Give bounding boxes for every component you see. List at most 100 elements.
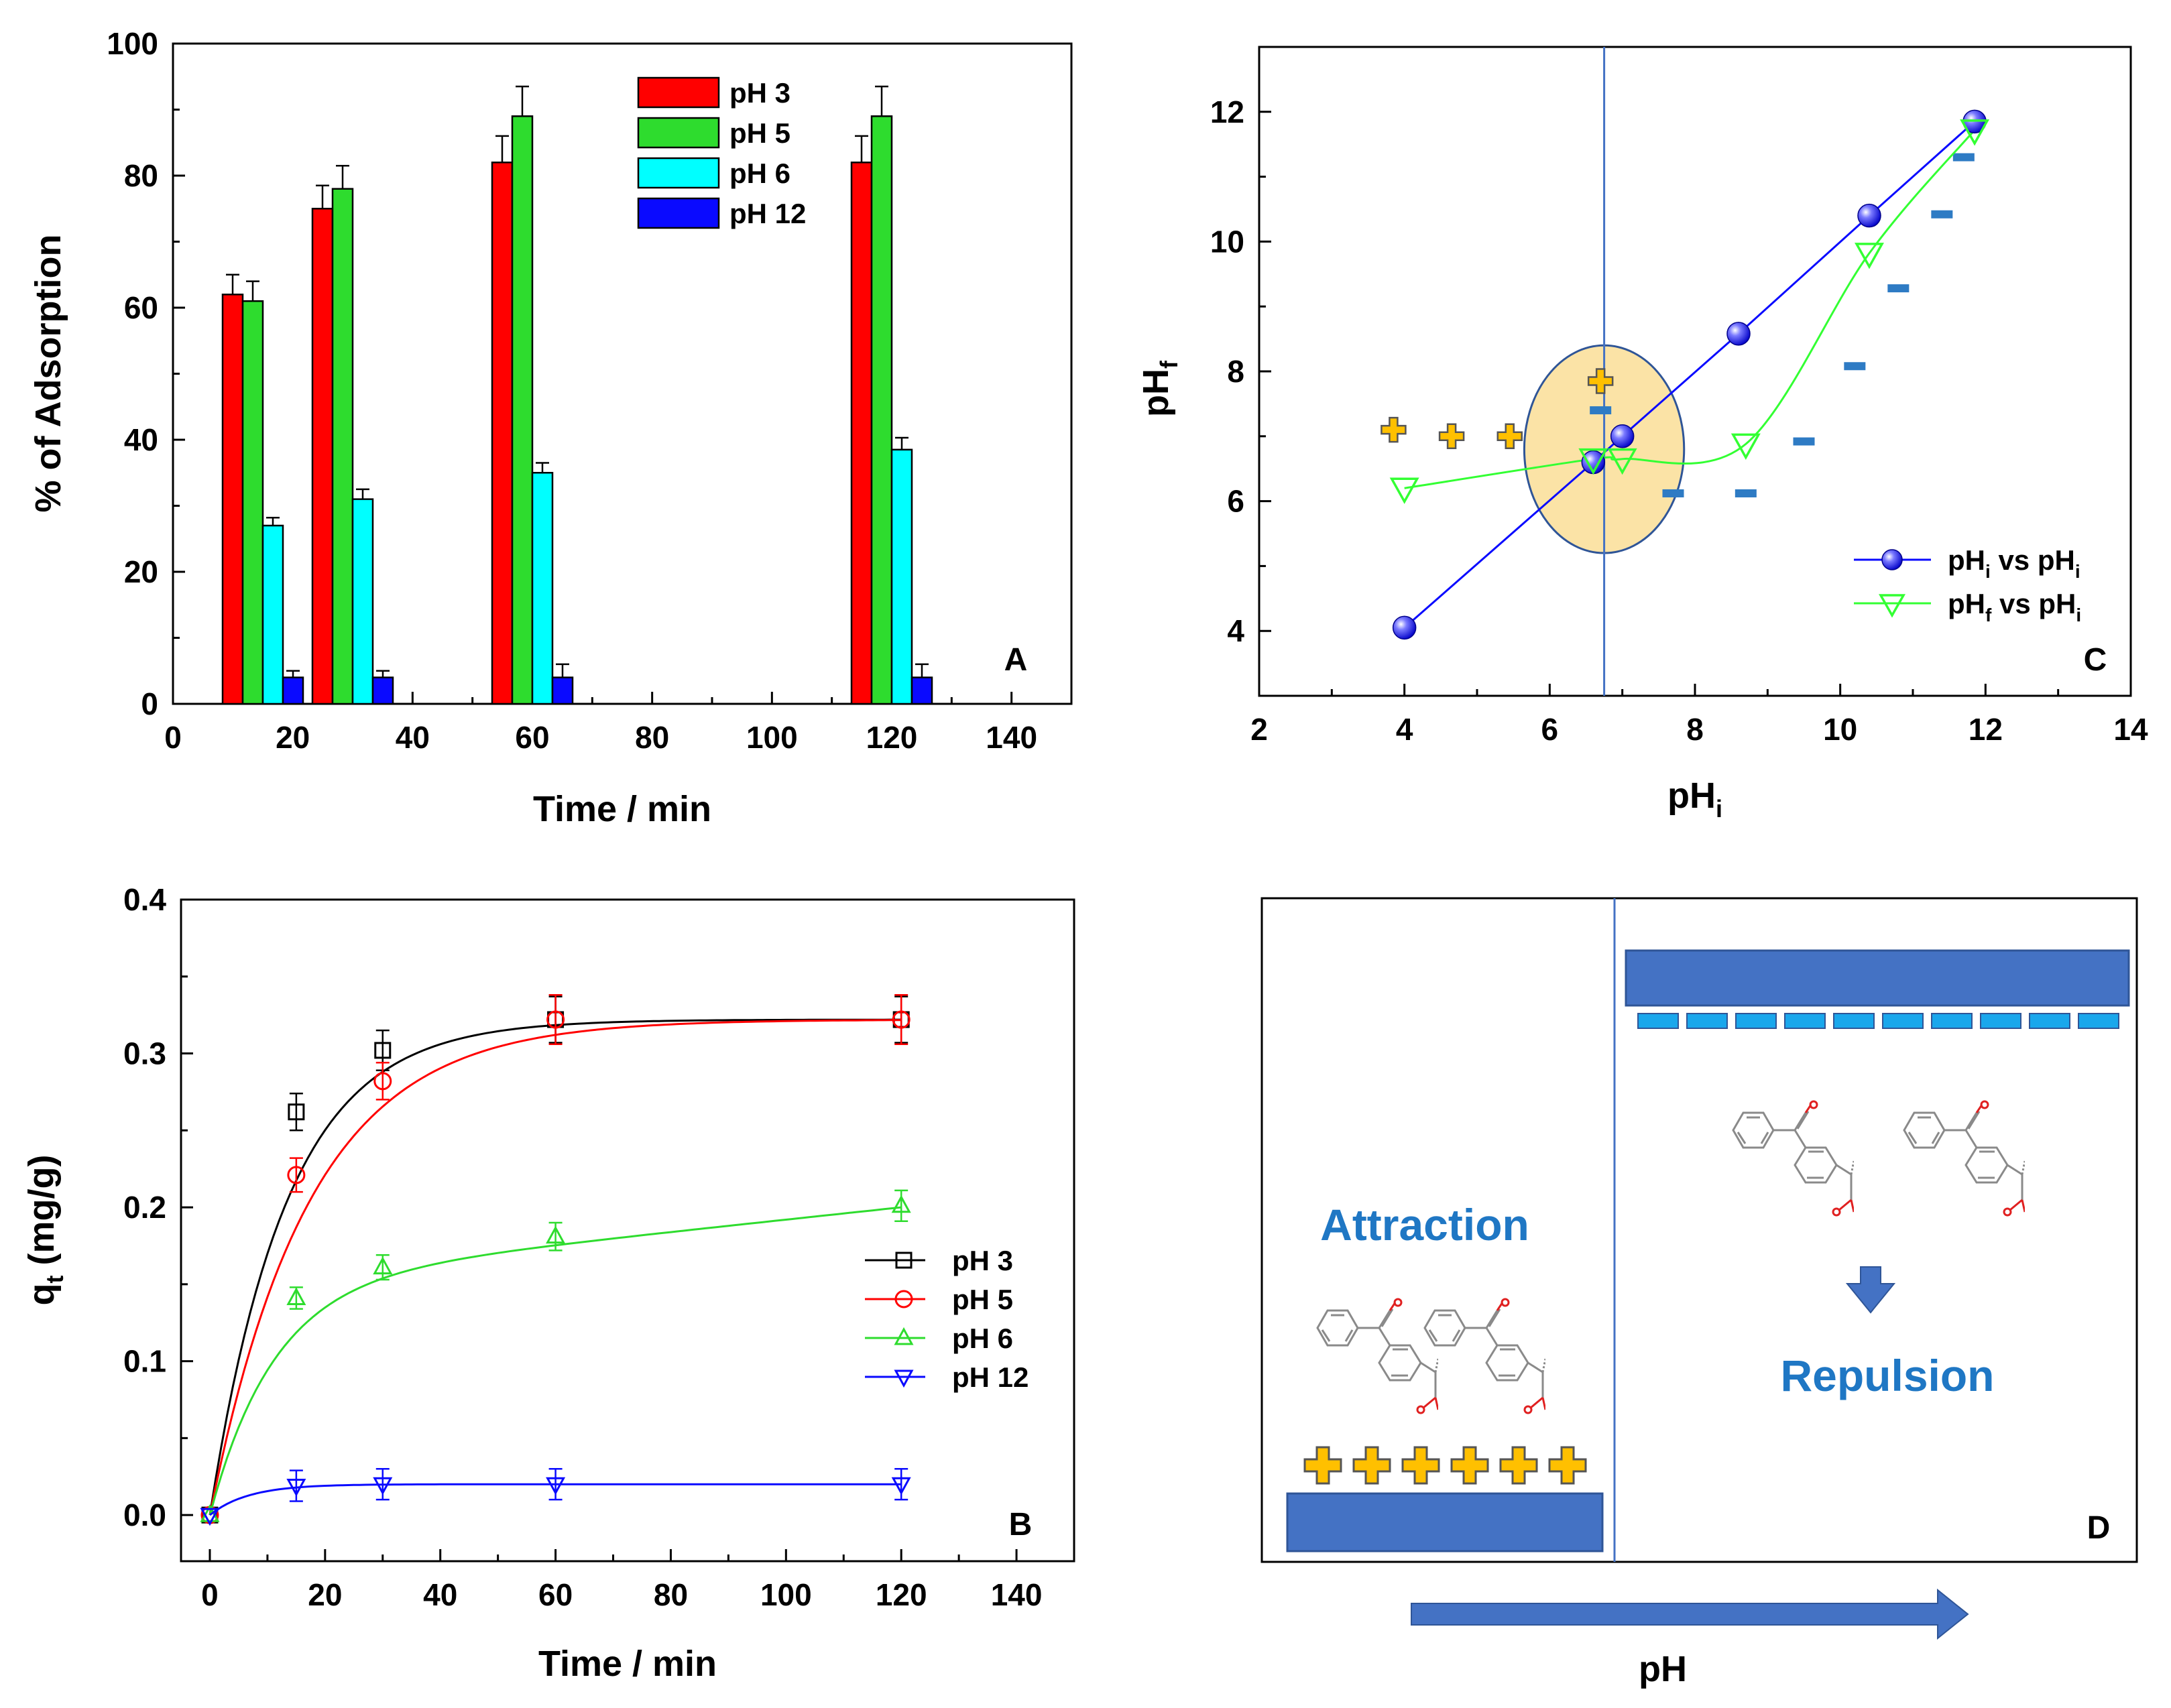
plus-icon [1587,368,1614,394]
panel-b-frame [180,898,1075,1563]
bar [890,448,913,705]
bar [491,162,514,705]
x-tick-label: 120 [866,720,918,755]
legend-marker [1878,594,1906,618]
minus-icon [1833,1013,1875,1029]
plus-icon [1401,1446,1440,1485]
y-tick-label: 6 [1227,484,1244,519]
panel-c-legend: pHi vs pHi pHf vs pHi [1854,544,2081,625]
y-tick-label: 100 [107,26,158,61]
fit-curve [209,1019,902,1516]
panel-a-ylabel: % of Adsorption [28,235,68,513]
bar [351,498,374,705]
legend-label: pH 6 [729,158,790,189]
plus-icon [1303,1446,1342,1485]
legend-swatch [637,197,720,229]
legend-marker [1881,549,1903,570]
plus-icon [1450,1446,1489,1485]
marker-triangle-down [1730,433,1761,461]
bar [331,188,354,705]
x-tick-label: 80 [654,1577,688,1612]
bar [850,162,873,705]
minus-icon [1735,1013,1777,1029]
x-tick-label: 40 [396,720,430,755]
legend-label: pH 3 [729,77,790,109]
panel-a-ticks: 0 20 40 60 80 100 120 140 0 20 40 60 80 100 [107,26,1037,755]
attraction-label: Attraction [1320,1200,1529,1249]
y-tick-label: 8 [1227,354,1244,389]
x-tick-label: 100 [760,1577,812,1612]
surface-negative [1625,949,2130,1007]
panel-d-label: D [2087,1510,2111,1546]
marker-sphere [1392,615,1417,640]
plus-icon [1438,423,1465,450]
panel-b-legend: pH 3 pH 5 pH 6 pH 12 [865,1245,1029,1393]
x-tick-label: 20 [308,1577,342,1612]
series-line [1403,121,1976,629]
y-tick-label: 12 [1210,95,1244,129]
marker-circle [373,1072,392,1091]
panel-c-xlabel: pHi [1667,776,1722,822]
bar [241,300,264,705]
marker-square [374,1042,392,1059]
surface-positive [1286,1492,1604,1552]
marker-triangle-down [1389,477,1419,504]
minus-icon [2029,1013,2070,1029]
negative-charges [1637,1013,2119,1029]
marker-triangle-up [894,1327,914,1345]
x-tick-label: 14 [2113,712,2148,747]
y-tick-label: 0.0 [123,1498,166,1532]
panel-c-charge-marks [1381,153,1975,497]
panel-d: Attraction Repulsion D pH [1260,897,2138,1689]
y-tick-label: 0.2 [123,1190,166,1225]
y-tick-label: 60 [124,290,158,325]
minus-icon [1887,284,1910,293]
x-tick-label: 120 [876,1577,927,1612]
x-tick-label: 80 [635,720,669,755]
marker-sphere [1726,322,1751,346]
marker-square [895,1252,913,1269]
marker-sphere [1857,203,1881,228]
bar [261,524,284,705]
bar [551,676,574,705]
y-tick-label: 40 [124,422,158,457]
minus-icon [1882,1013,1924,1029]
marker-triangle-down [1960,119,1990,146]
y-tick-label: 10 [1210,224,1244,259]
x-tick-label: 10 [1823,712,1857,747]
marker-triangle-down [894,1369,914,1388]
legend-label: pH 12 [729,198,806,229]
x-tick-label: 0 [201,1577,219,1612]
panel-b-ylabel: qt (mg/g) [21,1155,68,1306]
minus-icon [1686,1013,1728,1029]
minus-icon [1784,1013,1826,1029]
y-tick-label: 20 [124,554,158,589]
bar [911,676,933,705]
minus-icon [1590,406,1612,415]
panel-a-frame [172,42,1073,705]
panel-b-label: B [1009,1507,1033,1542]
repulsion-label: Repulsion [1780,1351,1994,1400]
x-tick-label: 60 [515,720,549,755]
bar [311,208,334,705]
minus-icon [1637,1013,1679,1029]
legend-swatch [637,76,720,109]
marker-triangle-down [1855,243,1884,269]
panel-a-bars [221,85,933,705]
marker-triangle-down [373,1477,393,1496]
molecule-right-1 [1732,1100,1854,1217]
minus-icon [1793,437,1815,446]
marker-triangle-down [1607,448,1637,475]
panel-c-label: C [2084,642,2107,678]
minus-icon [1931,1013,1973,1029]
marker-triangle-up [286,1287,306,1305]
marker-triangle-up [891,1195,911,1213]
marker-triangle-down [1578,448,1608,475]
bar [221,294,244,705]
minus-icon [1844,362,1866,371]
panel-a-legend: pH 3 pH 5 pH 6 pH 12 [637,76,806,229]
bar [511,115,534,705]
panel-c: 2 4 6 8 10 12 14 4 6 8 10 12 pHi vs pHi pHf vs pHi p… [1136,46,2148,822]
bar [531,472,554,705]
